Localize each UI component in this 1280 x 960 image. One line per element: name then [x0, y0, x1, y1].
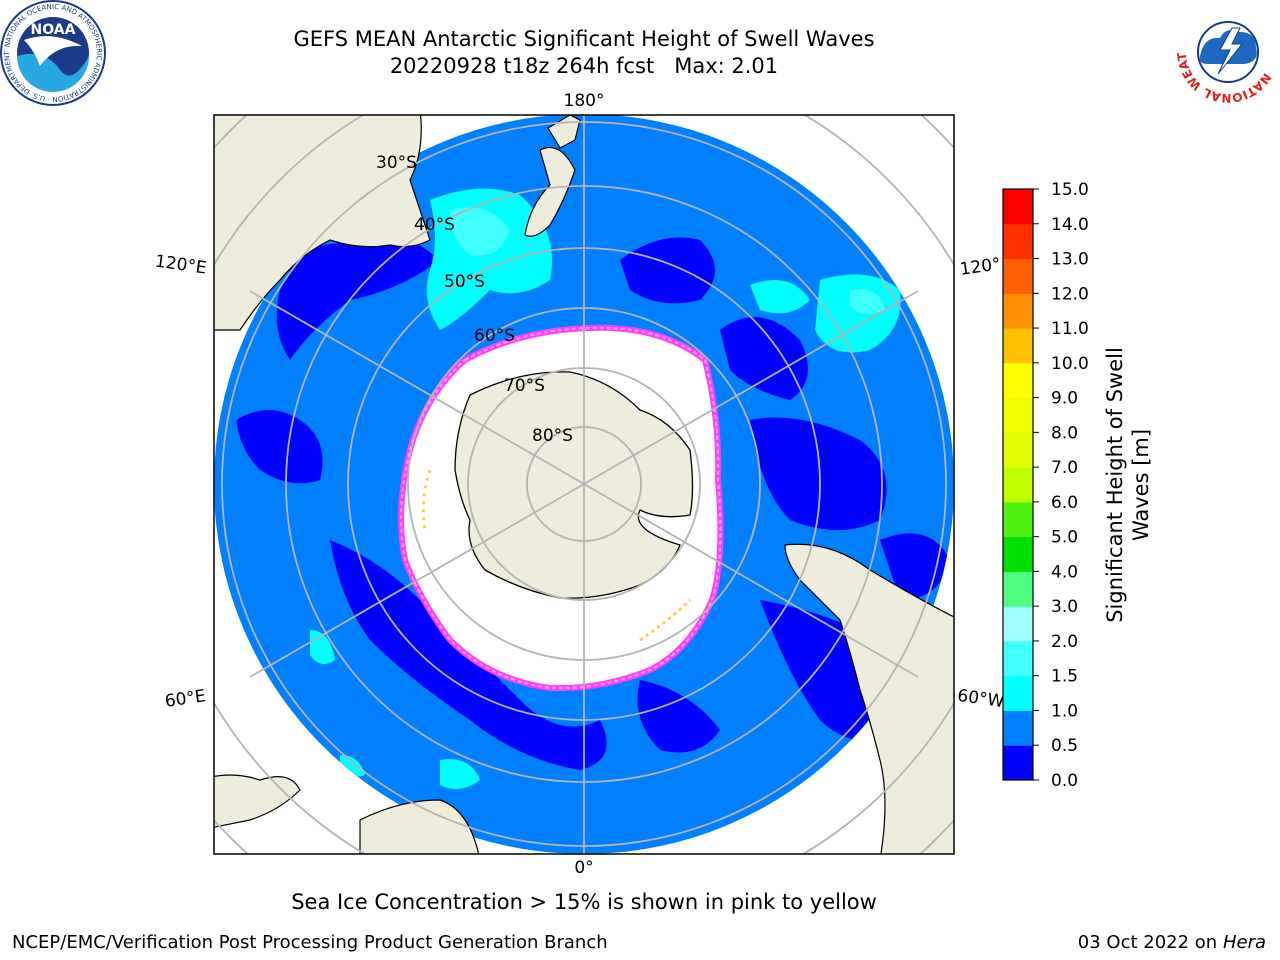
colorbar-band [1003, 293, 1033, 329]
colorbar-band [1003, 189, 1033, 225]
colorbar: 15.0 14.0 13.0 12.0 11.0 10.0 9.0 8.0 7.0 6.0 5.0 4… [1002, 180, 1089, 791]
lon-label-60w: 60°W [956, 686, 1005, 712]
colorbar-band [1003, 675, 1033, 711]
colorbar-band [1003, 536, 1033, 572]
footer-date: 03 Oct 2022 on Hera [1077, 932, 1266, 953]
colorbar-band [1003, 258, 1033, 294]
lon-label-0: 0° [574, 858, 593, 878]
colorbar-tick-label: 11.0 [1051, 319, 1089, 339]
colorbar-tick-label: 15.0 [1051, 180, 1089, 200]
colorbar-band [1003, 640, 1033, 677]
colorbar-band [1003, 432, 1033, 468]
land-masses [214, 115, 954, 854]
lat-label-30s: 30°S [376, 153, 417, 173]
colorbar-tick-label: 1.5 [1051, 667, 1078, 687]
colorbar-tick-label: 0.0 [1051, 771, 1078, 791]
map-frame [213, 114, 955, 855]
colorbar-tick-label: 2.0 [1051, 632, 1078, 652]
map-title: GEFS MEAN Antarctic Significant Height o… [293, 27, 875, 51]
colorbar-band [1003, 710, 1033, 746]
sea-ice-note: Sea Ice Concentration > 15% is shown in … [291, 890, 877, 914]
colorbar-band [1003, 501, 1033, 538]
colorbar-band [1003, 223, 1033, 260]
lon-label-120e: 120°E [154, 252, 208, 279]
lon-label-120w: 120° [959, 254, 1002, 280]
lat-label-60s: 60°S [474, 326, 515, 346]
colorbar-band [1003, 571, 1033, 607]
noaa-logo: NATIONAL OCEANIC AND ATMOSPHERIC ADMINIS… [0, 0, 106, 106]
colorbar-tick-label: 5.0 [1051, 528, 1078, 548]
colorbar-tick-label: 12.0 [1051, 284, 1089, 304]
nws-logo: NATIONAL WEATHER SERVICE [1176, 0, 1279, 104]
lat-label-80s: 80°S [532, 426, 573, 446]
map-subtitle: 20220928 t18z 264h fcst Max: 2.01 [389, 54, 779, 78]
lon-label-180: 180° [564, 91, 605, 111]
colorbar-tick-label: 6.0 [1051, 493, 1078, 513]
colorbar-tick-label: 7.0 [1051, 458, 1078, 478]
colorbar-label: Significant Height of Swell Waves [m] [1103, 347, 1153, 623]
lat-label-40s: 40°S [414, 215, 455, 235]
colorbar-tick-label: 4.0 [1051, 562, 1078, 582]
colorbar-band [1003, 328, 1033, 364]
footer-branch: NCEP/EMC/Verification Post Processing Pr… [12, 932, 608, 953]
colorbar-frame [1002, 188, 1034, 781]
lat-label-70s: 70°S [504, 376, 545, 396]
colorbar-tick-label: 14.0 [1051, 215, 1089, 235]
graticule [214, 115, 954, 854]
colorbar-tick-label: 1.0 [1051, 701, 1078, 721]
colorbar-band [1003, 606, 1033, 642]
colorbar-tick-label: 0.5 [1051, 736, 1078, 756]
colorbar-band [1003, 362, 1033, 399]
colorbar-tick-label: 9.0 [1051, 389, 1078, 409]
colorbar-tick-label: 3.0 [1051, 597, 1078, 617]
svg-text:NOAA: NOAA [31, 22, 76, 38]
colorbar-band [1003, 745, 1033, 781]
colorbar-band [1003, 467, 1033, 503]
antarctica-land [454, 371, 694, 599]
colorbar-tick-label: 10.0 [1051, 354, 1089, 374]
colorbar-tick-label: 8.0 [1051, 423, 1078, 443]
colorbar-tick-label: 13.0 [1051, 250, 1089, 270]
lat-label-50s: 50°S [444, 272, 485, 292]
lon-label-60e: 60°E [164, 686, 207, 711]
colorbar-band [1003, 397, 1033, 433]
